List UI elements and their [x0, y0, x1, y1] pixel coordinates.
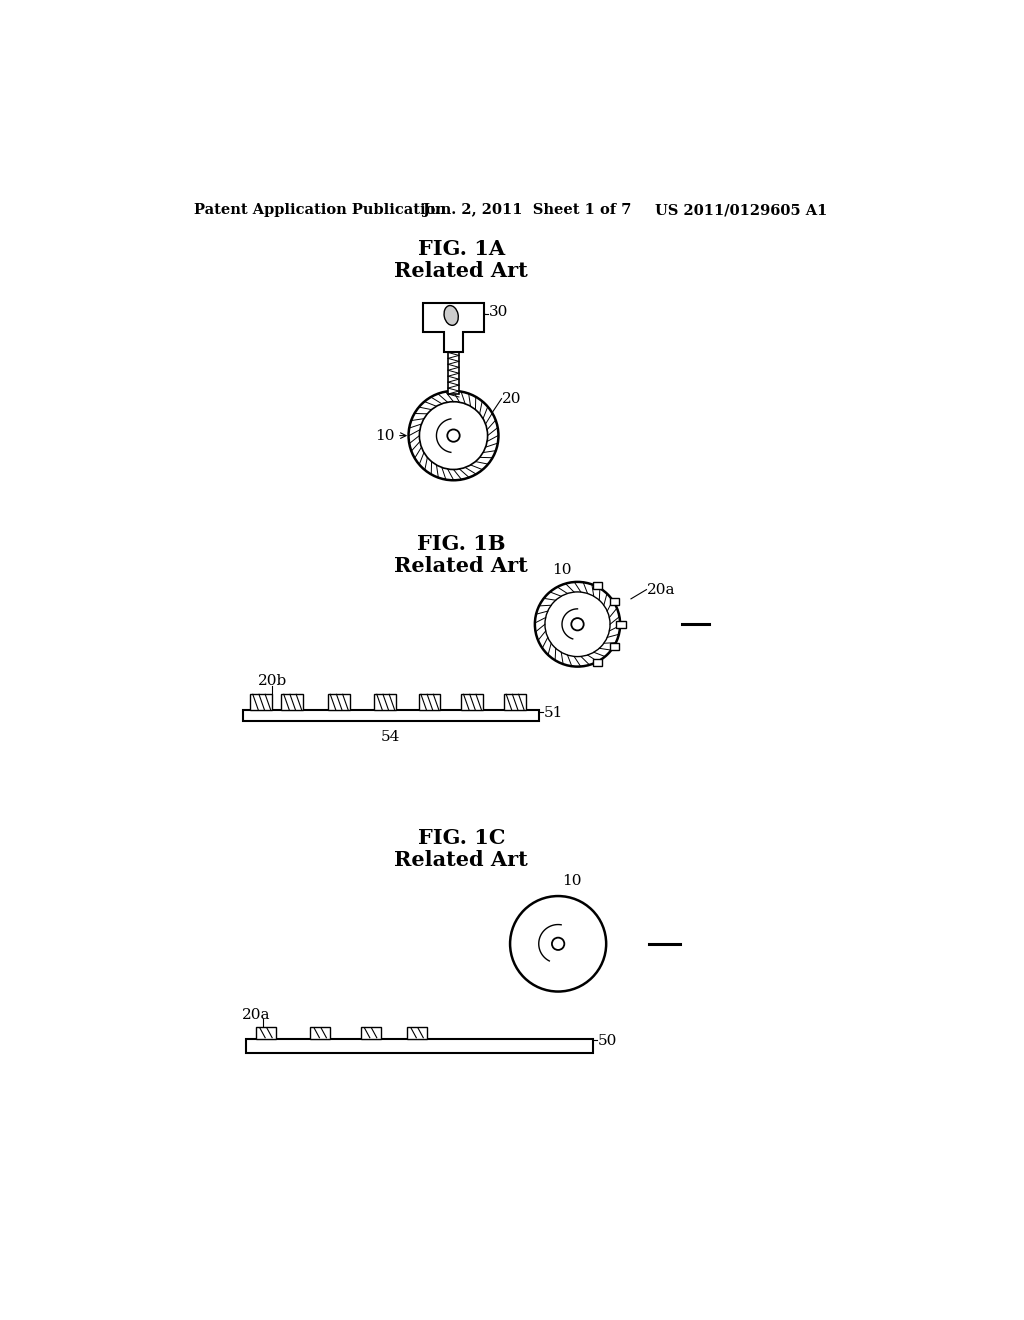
- Circle shape: [447, 429, 460, 442]
- FancyBboxPatch shape: [610, 598, 620, 605]
- FancyBboxPatch shape: [246, 1039, 593, 1053]
- FancyBboxPatch shape: [256, 1027, 276, 1039]
- Circle shape: [545, 591, 610, 656]
- Text: Related Art: Related Art: [394, 556, 528, 576]
- Text: Jun. 2, 2011  Sheet 1 of 7: Jun. 2, 2011 Sheet 1 of 7: [423, 203, 631, 216]
- Text: 10: 10: [375, 429, 394, 442]
- FancyBboxPatch shape: [610, 643, 620, 651]
- Circle shape: [571, 618, 584, 631]
- Text: Related Art: Related Art: [394, 850, 528, 870]
- FancyBboxPatch shape: [328, 693, 349, 710]
- Text: 50: 50: [598, 1034, 617, 1048]
- FancyBboxPatch shape: [360, 1027, 381, 1039]
- Text: 20b: 20b: [258, 675, 288, 688]
- Text: 51: 51: [544, 706, 563, 719]
- FancyBboxPatch shape: [407, 1027, 427, 1039]
- Text: 10: 10: [562, 874, 582, 887]
- FancyBboxPatch shape: [504, 693, 525, 710]
- Text: 20: 20: [503, 392, 522, 405]
- Text: 20a: 20a: [647, 582, 676, 597]
- Polygon shape: [423, 304, 483, 352]
- FancyBboxPatch shape: [375, 693, 396, 710]
- Circle shape: [510, 896, 606, 991]
- Circle shape: [535, 582, 621, 667]
- FancyBboxPatch shape: [282, 693, 303, 710]
- FancyBboxPatch shape: [243, 710, 539, 721]
- FancyBboxPatch shape: [616, 620, 626, 628]
- Text: 54: 54: [381, 730, 400, 744]
- FancyBboxPatch shape: [593, 659, 602, 667]
- Text: US 2011/0129605 A1: US 2011/0129605 A1: [655, 203, 827, 216]
- Text: 30: 30: [488, 305, 508, 319]
- Text: 20a: 20a: [242, 1007, 270, 1022]
- FancyBboxPatch shape: [251, 693, 272, 710]
- Polygon shape: [449, 352, 459, 395]
- Text: Related Art: Related Art: [394, 261, 528, 281]
- Text: Patent Application Publication: Patent Application Publication: [194, 203, 445, 216]
- Text: 10: 10: [552, 562, 571, 577]
- Text: FIG. 1C: FIG. 1C: [418, 829, 505, 849]
- Ellipse shape: [444, 305, 459, 325]
- Text: FIG. 1A: FIG. 1A: [418, 239, 505, 259]
- FancyBboxPatch shape: [310, 1027, 331, 1039]
- Circle shape: [552, 937, 564, 950]
- FancyBboxPatch shape: [593, 582, 602, 589]
- Circle shape: [420, 401, 487, 470]
- FancyBboxPatch shape: [419, 693, 440, 710]
- FancyBboxPatch shape: [461, 693, 483, 710]
- Text: FIG. 1B: FIG. 1B: [417, 535, 506, 554]
- Circle shape: [409, 391, 499, 480]
